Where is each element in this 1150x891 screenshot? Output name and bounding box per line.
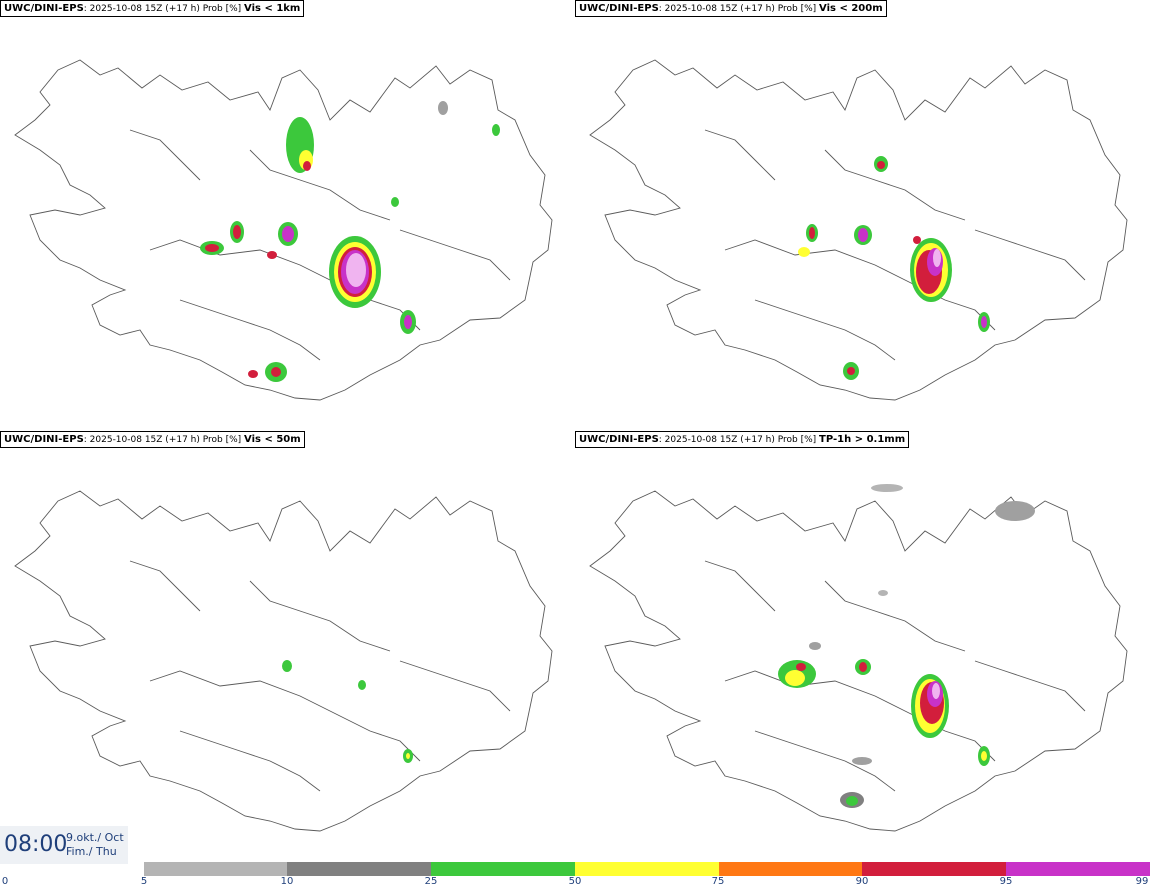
map-panel-precip: UWC/DINI-EPS: 2025-10-08 15Z (+17 h) Pro…: [575, 431, 1150, 861]
legend-seg-75: [719, 862, 862, 876]
legend-tick: 99: [1135, 876, 1149, 887]
iceland-map: [589, 59, 1128, 401]
legend-tick: 90: [855, 876, 869, 887]
probability-legend: [144, 862, 1150, 876]
map-panel-vis-50m: UWC/DINI-EPS: 2025-10-08 15Z (+17 h) Pro…: [0, 431, 575, 861]
legend-tick: 75: [711, 876, 725, 887]
map-panel-vis-200m: UWC/DINI-EPS: 2025-10-08 15Z (+17 h) Pro…: [575, 0, 1150, 430]
panel-title: UWC/DINI-EPS: 2025-10-08 15Z (+17 h) Pro…: [0, 431, 305, 448]
legend-tick: 0: [1, 876, 9, 887]
legend-ticks: 0 5 10 25 50 75 90 95 99: [0, 876, 1150, 891]
map-panel-vis-1km: UWC/DINI-EPS: 2025-10-08 15Z (+17 h) Pro…: [0, 0, 575, 430]
valid-date: 9.okt./ Oct Fim./ Thu: [66, 831, 124, 858]
panel-title: UWC/DINI-EPS: 2025-10-08 15Z (+17 h) Pro…: [575, 0, 887, 17]
legend-seg-10: [287, 862, 431, 876]
legend-tick: 5: [140, 876, 148, 887]
legend-tick: 95: [999, 876, 1013, 887]
legend-tick: 50: [568, 876, 582, 887]
legend-seg-90: [862, 862, 1006, 876]
legend-seg-25: [431, 862, 575, 876]
legend-seg-95: [1006, 862, 1150, 876]
panel-title: UWC/DINI-EPS: 2025-10-08 15Z (+17 h) Pro…: [575, 431, 910, 448]
valid-time-box: 08:00 9.okt./ Oct Fim./ Thu: [0, 826, 128, 864]
legend-seg-5: [144, 862, 287, 876]
iceland-map: [14, 490, 553, 832]
legend-tick: 25: [424, 876, 438, 887]
valid-time: 08:00: [4, 832, 68, 857]
panel-title: UWC/DINI-EPS: 2025-10-08 15Z (+17 h) Pro…: [0, 0, 305, 17]
iceland-map: [589, 484, 1128, 832]
iceland-map: [14, 59, 553, 401]
legend-seg-50: [575, 862, 719, 876]
legend-tick: 10: [280, 876, 294, 887]
